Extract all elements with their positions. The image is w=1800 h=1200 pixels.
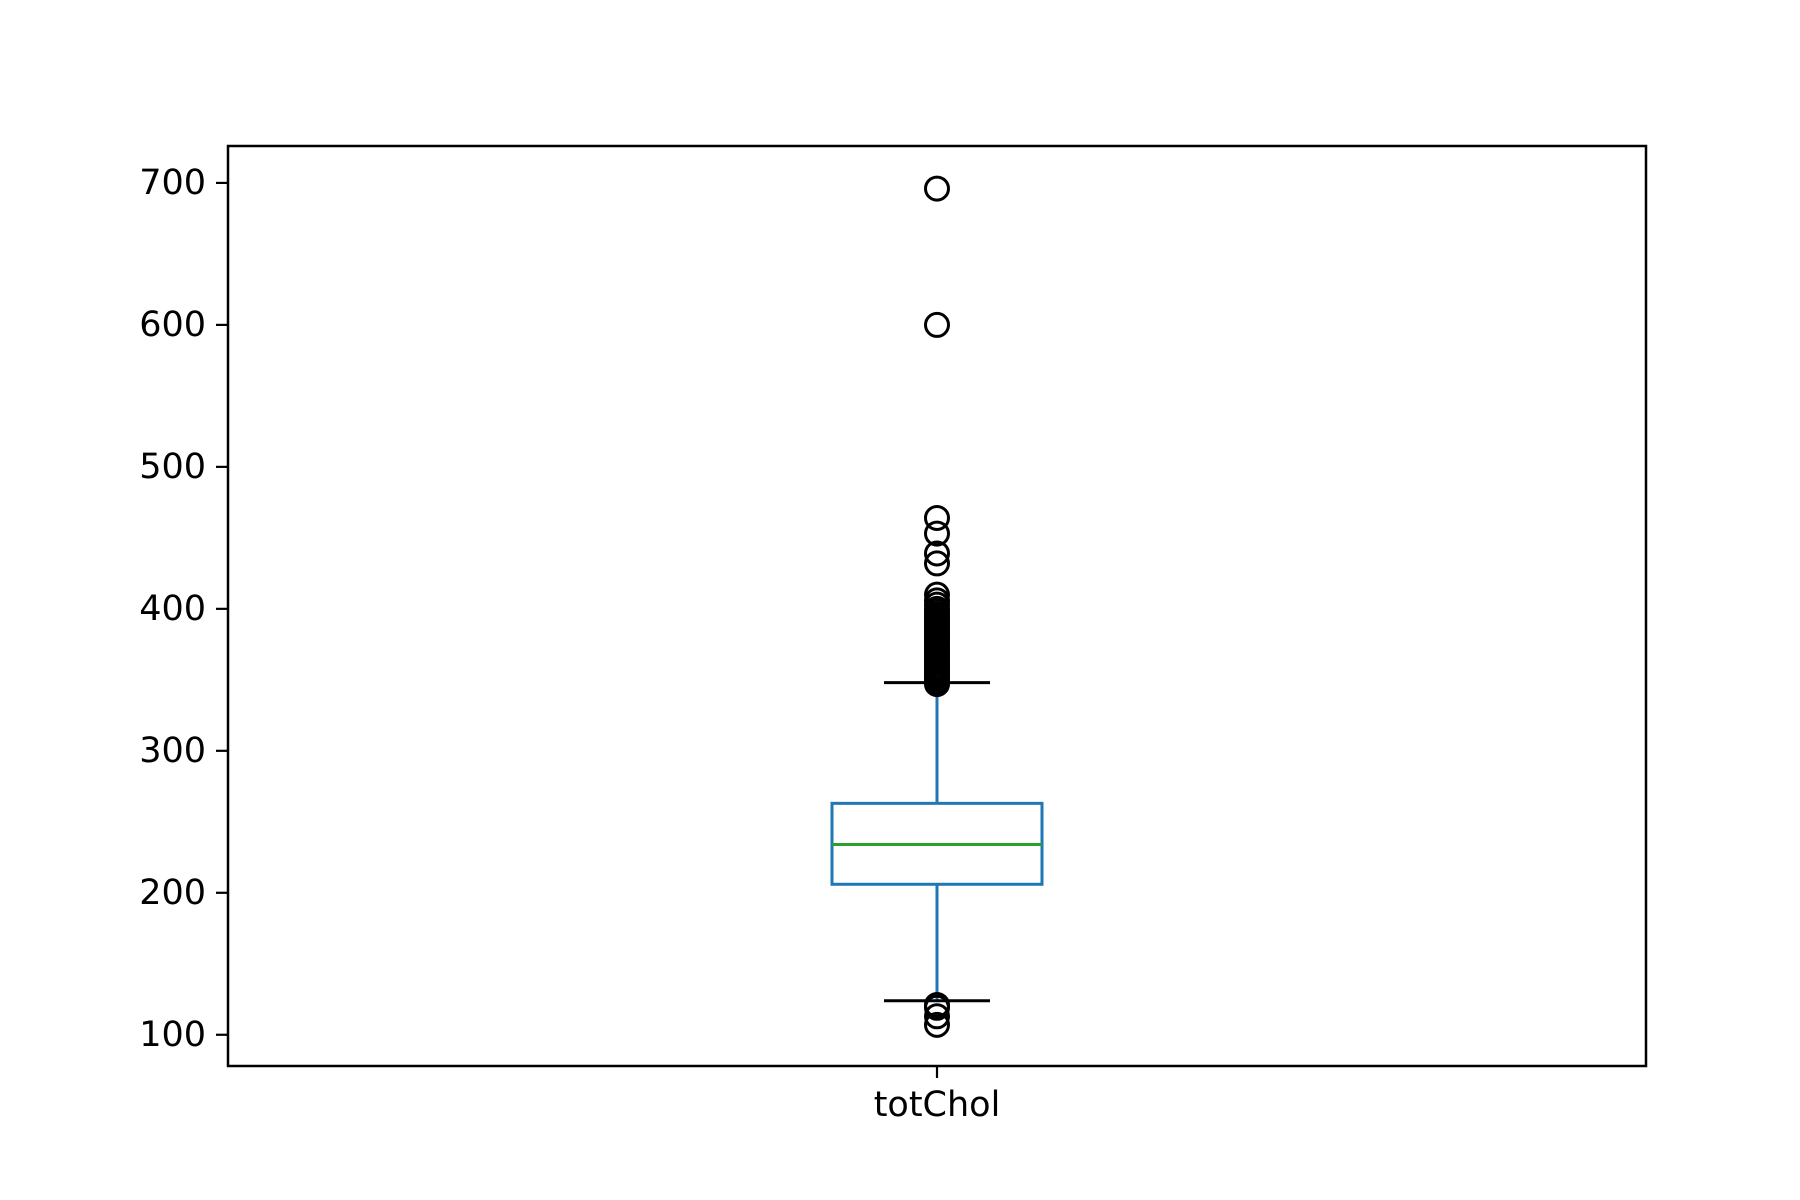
outlier-point [924, 550, 950, 577]
y-tick-label: 700 [139, 163, 206, 203]
y-tick-label: 100 [139, 1015, 206, 1055]
y-tick-label: 400 [139, 589, 206, 629]
outlier-point [924, 175, 950, 202]
plot-marks [830, 175, 1044, 1038]
outlier-point [924, 1003, 950, 1030]
x-axis: totChol [874, 1066, 1001, 1125]
outlier-point [924, 520, 950, 547]
y-axis: 100 200 300 400 500 600 700 [139, 163, 228, 1055]
outlier-point [924, 504, 950, 531]
outlier-point [924, 581, 950, 608]
plot-frame [226, 144, 1648, 1068]
outlier-point [924, 540, 950, 567]
y-tick-label: 200 [139, 873, 206, 913]
outlier-point [924, 311, 950, 338]
outlier-point [924, 1011, 950, 1038]
x-tick-label: totChol [874, 1085, 1001, 1125]
y-tick-label: 300 [139, 731, 206, 771]
y-tick-label: 500 [139, 447, 206, 487]
outlier-point [924, 991, 950, 1018]
y-tick-label: 600 [139, 305, 206, 345]
box-group [830, 175, 1044, 1038]
